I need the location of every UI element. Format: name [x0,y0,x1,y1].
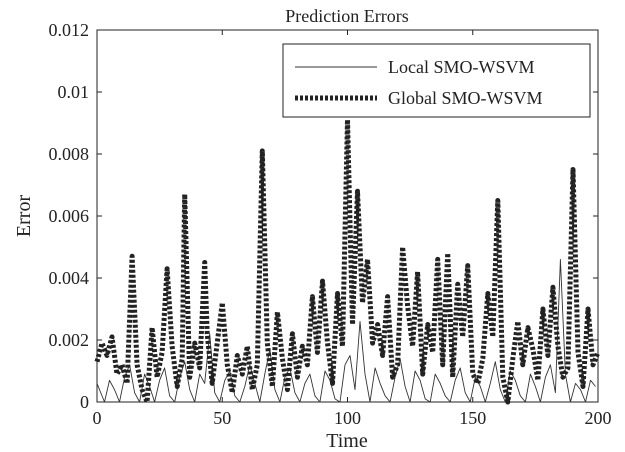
y-tick-label: 0.006 [49,206,90,226]
y-tick-label: 0.004 [49,268,90,288]
legend-box [282,43,591,118]
chart-title: Prediction Errors [285,6,408,26]
y-tick-label: 0 [80,392,89,412]
x-tick-label: 100 [334,408,361,428]
y-tick-label: 0.012 [49,20,90,40]
y-axis-ticks: 0 0.002 0.004 0.006 0.008 0.01 0.012 [49,20,598,412]
x-axis-ticks: 0 50 100 150 200 [93,30,612,428]
y-tick-label: 0.008 [49,144,90,164]
y-tick-label: 0.01 [58,82,90,102]
series-line-local-smo-wsvm [96,258,596,403]
legend-label-local: Local SMO-WSVM [388,57,535,77]
y-axis-label: Error [13,195,35,238]
x-tick-label: 0 [93,408,102,428]
x-tick-label: 50 [213,408,231,428]
x-tick-label: 200 [585,408,612,428]
x-axis-label: Time [326,430,368,452]
legend: Local SMO-WSVM Global SMO-WSVM [282,43,591,118]
legend-label-global: Global SMO-WSVM [388,88,543,108]
x-tick-label: 150 [459,408,486,428]
series-line-global-smo-wsvm [94,117,601,405]
y-tick-label: 0.002 [49,330,90,350]
series-layer [94,117,601,405]
